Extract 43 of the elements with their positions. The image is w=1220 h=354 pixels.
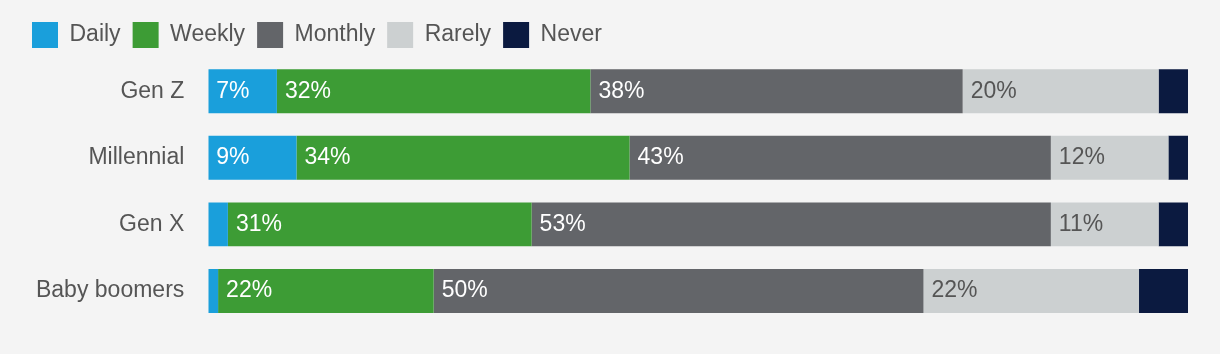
data-label: 12% <box>1058 143 1105 170</box>
legend-label: Never <box>540 20 603 47</box>
y-tick-label: Gen Z <box>120 76 185 103</box>
data-label: 31% <box>235 209 282 236</box>
bar <box>1168 135 1188 180</box>
bar <box>1139 268 1188 313</box>
bar <box>531 202 1051 247</box>
bar <box>1050 135 1169 180</box>
bar <box>590 69 963 114</box>
bar <box>1050 202 1159 247</box>
data-label: 43% <box>637 143 684 170</box>
data-label: 22% <box>931 276 978 303</box>
legend-label: Monthly <box>294 20 376 47</box>
data-label: 22% <box>226 276 273 303</box>
legend-label: Daily <box>69 20 122 47</box>
y-tick-label: Baby boomers <box>35 276 185 303</box>
data-label: 32% <box>284 76 331 103</box>
bar <box>296 135 630 180</box>
y-tick-label: Millennial <box>88 143 185 170</box>
legend-label: Weekly <box>170 20 246 47</box>
legend-label: Rarely <box>424 20 492 47</box>
bar <box>208 202 228 247</box>
data-label: 7% <box>216 76 250 103</box>
bar <box>1158 69 1188 114</box>
bar <box>962 69 1159 114</box>
data-label: 20% <box>970 76 1017 103</box>
bar <box>227 202 532 247</box>
bar <box>218 268 434 313</box>
data-label: 50% <box>441 276 488 303</box>
bar <box>208 268 219 313</box>
bar <box>276 69 591 114</box>
data-label: 34% <box>304 143 351 170</box>
data-label: 11% <box>1058 209 1104 236</box>
bar <box>433 268 924 313</box>
data-label: 38% <box>598 76 645 103</box>
data-label: 53% <box>539 209 586 236</box>
bar <box>629 135 1051 180</box>
bar <box>1158 202 1188 247</box>
y-tick-label: Gen X <box>119 209 185 236</box>
bar <box>208 69 277 114</box>
bar <box>208 135 297 180</box>
bar <box>923 268 1140 313</box>
data-label: 9% <box>216 143 250 170</box>
